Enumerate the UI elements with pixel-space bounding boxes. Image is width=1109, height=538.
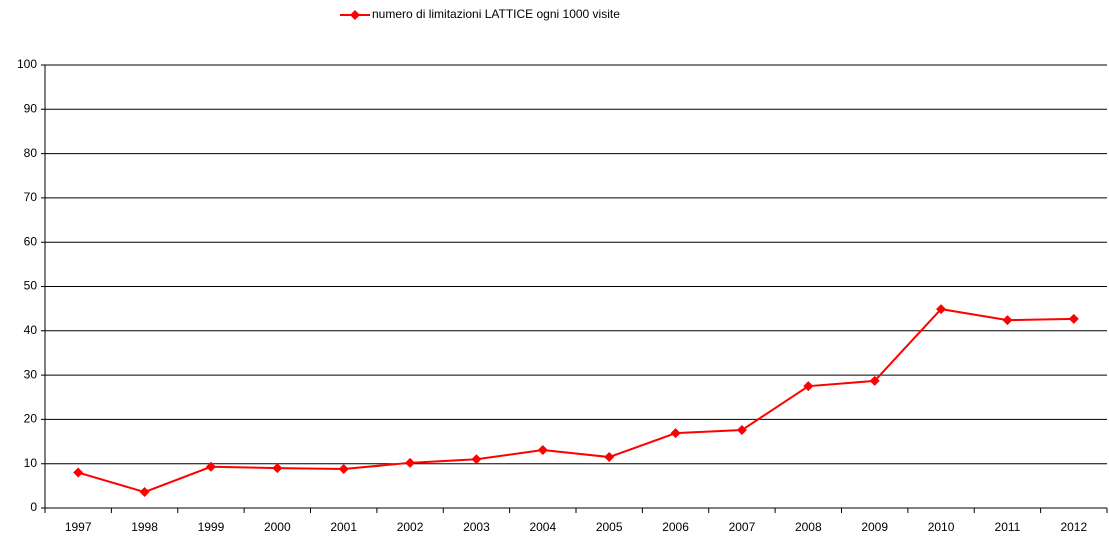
data-point [670, 428, 681, 439]
x-tick-label: 2012 [1060, 520, 1087, 534]
x-tick-label: 2001 [330, 520, 357, 534]
data-point [869, 375, 880, 386]
y-tick-label: 60 [24, 234, 38, 248]
y-tick-label: 20 [24, 412, 38, 426]
y-tick-label: 30 [24, 367, 38, 381]
x-tick-label: 2004 [529, 520, 556, 534]
data-line [77, 308, 1074, 494]
x-tick-label: 2003 [463, 520, 490, 534]
x-tick-label: 2010 [928, 520, 955, 534]
x-tick-label: 2008 [795, 520, 822, 534]
x-tick-label: 1997 [65, 520, 92, 534]
x-tick-label: 2000 [264, 520, 291, 534]
y-tick-label: 70 [24, 190, 38, 204]
data-point [1068, 313, 1079, 324]
x-tick-label: 2006 [662, 520, 689, 534]
x-tick-label: 1999 [198, 520, 225, 534]
y-tick-label: 50 [24, 279, 38, 293]
data-point [604, 452, 615, 463]
x-tick-label: 2007 [729, 520, 756, 534]
data-point [405, 457, 416, 468]
data-point [936, 304, 947, 315]
x-tick-label: 2009 [861, 520, 888, 534]
y-tick-label: 10 [24, 456, 38, 470]
legend-label: numero di limitazioni LATTICE ogni 1000 … [372, 7, 620, 21]
y-tick-label: 0 [30, 500, 37, 514]
x-tick-label: 2011 [995, 520, 1021, 534]
y-tick-label: 40 [24, 323, 38, 337]
x-tick-label: 2002 [397, 520, 424, 534]
data-point [803, 381, 814, 392]
legend-marker [350, 10, 360, 20]
x-tick-label: 1998 [131, 520, 158, 534]
data-point [471, 454, 482, 465]
data-point [73, 467, 84, 478]
x-tick-label: 2005 [596, 520, 623, 534]
data-point [272, 463, 283, 474]
data-point [537, 444, 548, 455]
data-point [205, 461, 216, 472]
data-point [1002, 315, 1013, 326]
y-tick-label: 90 [24, 101, 38, 115]
y-tick-label: 80 [24, 146, 38, 160]
data-point [338, 464, 349, 475]
data-point [736, 425, 747, 436]
y-tick-label: 100 [17, 57, 37, 71]
data-point [139, 487, 150, 498]
